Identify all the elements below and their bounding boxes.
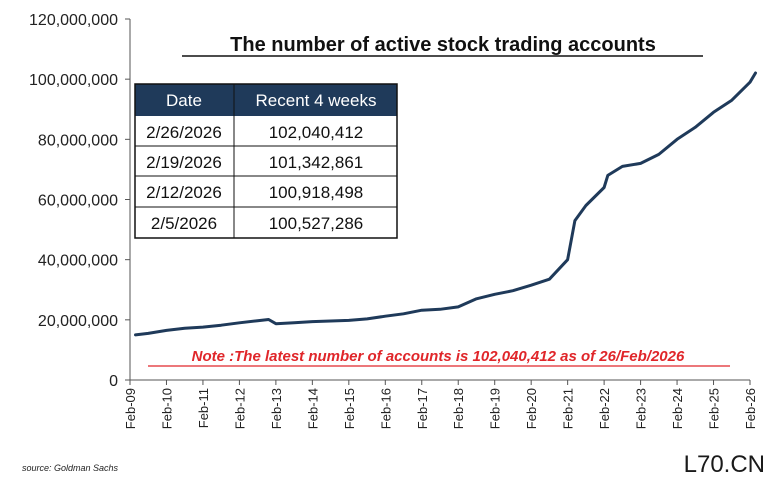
table-cell-date: 2/26/2026	[146, 123, 222, 142]
y-tick-label: 100,000,000	[29, 72, 118, 89]
x-tick-label: Feb-22	[597, 388, 612, 429]
series-line	[134, 71, 757, 337]
x-tick-label: Feb-24	[670, 388, 685, 429]
x-tick-label: Feb-23	[634, 388, 649, 429]
x-tick-label: Feb-19	[488, 388, 503, 429]
x-tick-label: Feb-21	[561, 388, 576, 429]
table-cell-value: 102,040,412	[269, 123, 364, 142]
y-tick-label: 40,000,000	[38, 253, 118, 270]
x-tick-label: Feb-15	[342, 388, 357, 429]
y-tick-label: 0	[109, 373, 118, 390]
table-header-recent: Recent 4 weeks	[256, 91, 377, 110]
y-tick-label: 20,000,000	[38, 313, 118, 330]
source-note: source: Goldman Sachs	[22, 463, 119, 473]
table-cell-date: 2/5/2026	[151, 214, 217, 233]
x-tick-label: Feb-17	[415, 388, 430, 429]
x-tick-label: Feb-14	[305, 388, 320, 429]
table-border	[134, 83, 398, 239]
x-tick-label: Feb-16	[378, 388, 393, 429]
table-cell-value: 100,918,498	[269, 183, 364, 202]
x-tick-label: Feb-10	[159, 388, 174, 429]
table-cell-value: 101,342,861	[269, 153, 364, 172]
table-cell-date: 2/12/2026	[146, 183, 222, 202]
x-tick-label: Feb-25	[707, 388, 722, 429]
table-header-background	[135, 84, 397, 116]
x-axis: Feb-09 Feb-10 Feb-11 Feb-12 Feb-13 Feb-14 Feb-…	[123, 379, 758, 429]
table-header-date: Date	[166, 91, 202, 110]
x-tick-label: Feb-12	[232, 388, 247, 429]
y-tick-label: 80,000,000	[38, 132, 118, 149]
chart-title: The number of active stock trading accou…	[230, 34, 656, 56]
table-cell-date: 2/19/2026	[146, 153, 222, 172]
x-tick-label: Feb-20	[524, 388, 539, 429]
x-tick-label: Feb-13	[269, 388, 284, 429]
x-tick-label: Feb-11	[196, 388, 211, 428]
x-tick-label: Feb-09	[123, 388, 138, 429]
table-cell-value: 100,527,286	[269, 214, 364, 233]
data-table: Date Recent 4 weeks 2/26/2026 102,040,41…	[134, 83, 398, 239]
chart-annotation: Note :The latest number of accounts is 1…	[192, 348, 685, 365]
x-tick-label: Feb-26	[743, 388, 758, 429]
y-axis: 0 20,000,000 40,000,000 60,000,000 80,000,00…	[29, 12, 131, 390]
x-tick-label: Feb-18	[451, 388, 466, 429]
y-tick-label: 60,000,000	[38, 193, 118, 210]
watermark: L70.CN	[684, 451, 765, 478]
y-tick-label: 120,000,000	[29, 12, 118, 29]
